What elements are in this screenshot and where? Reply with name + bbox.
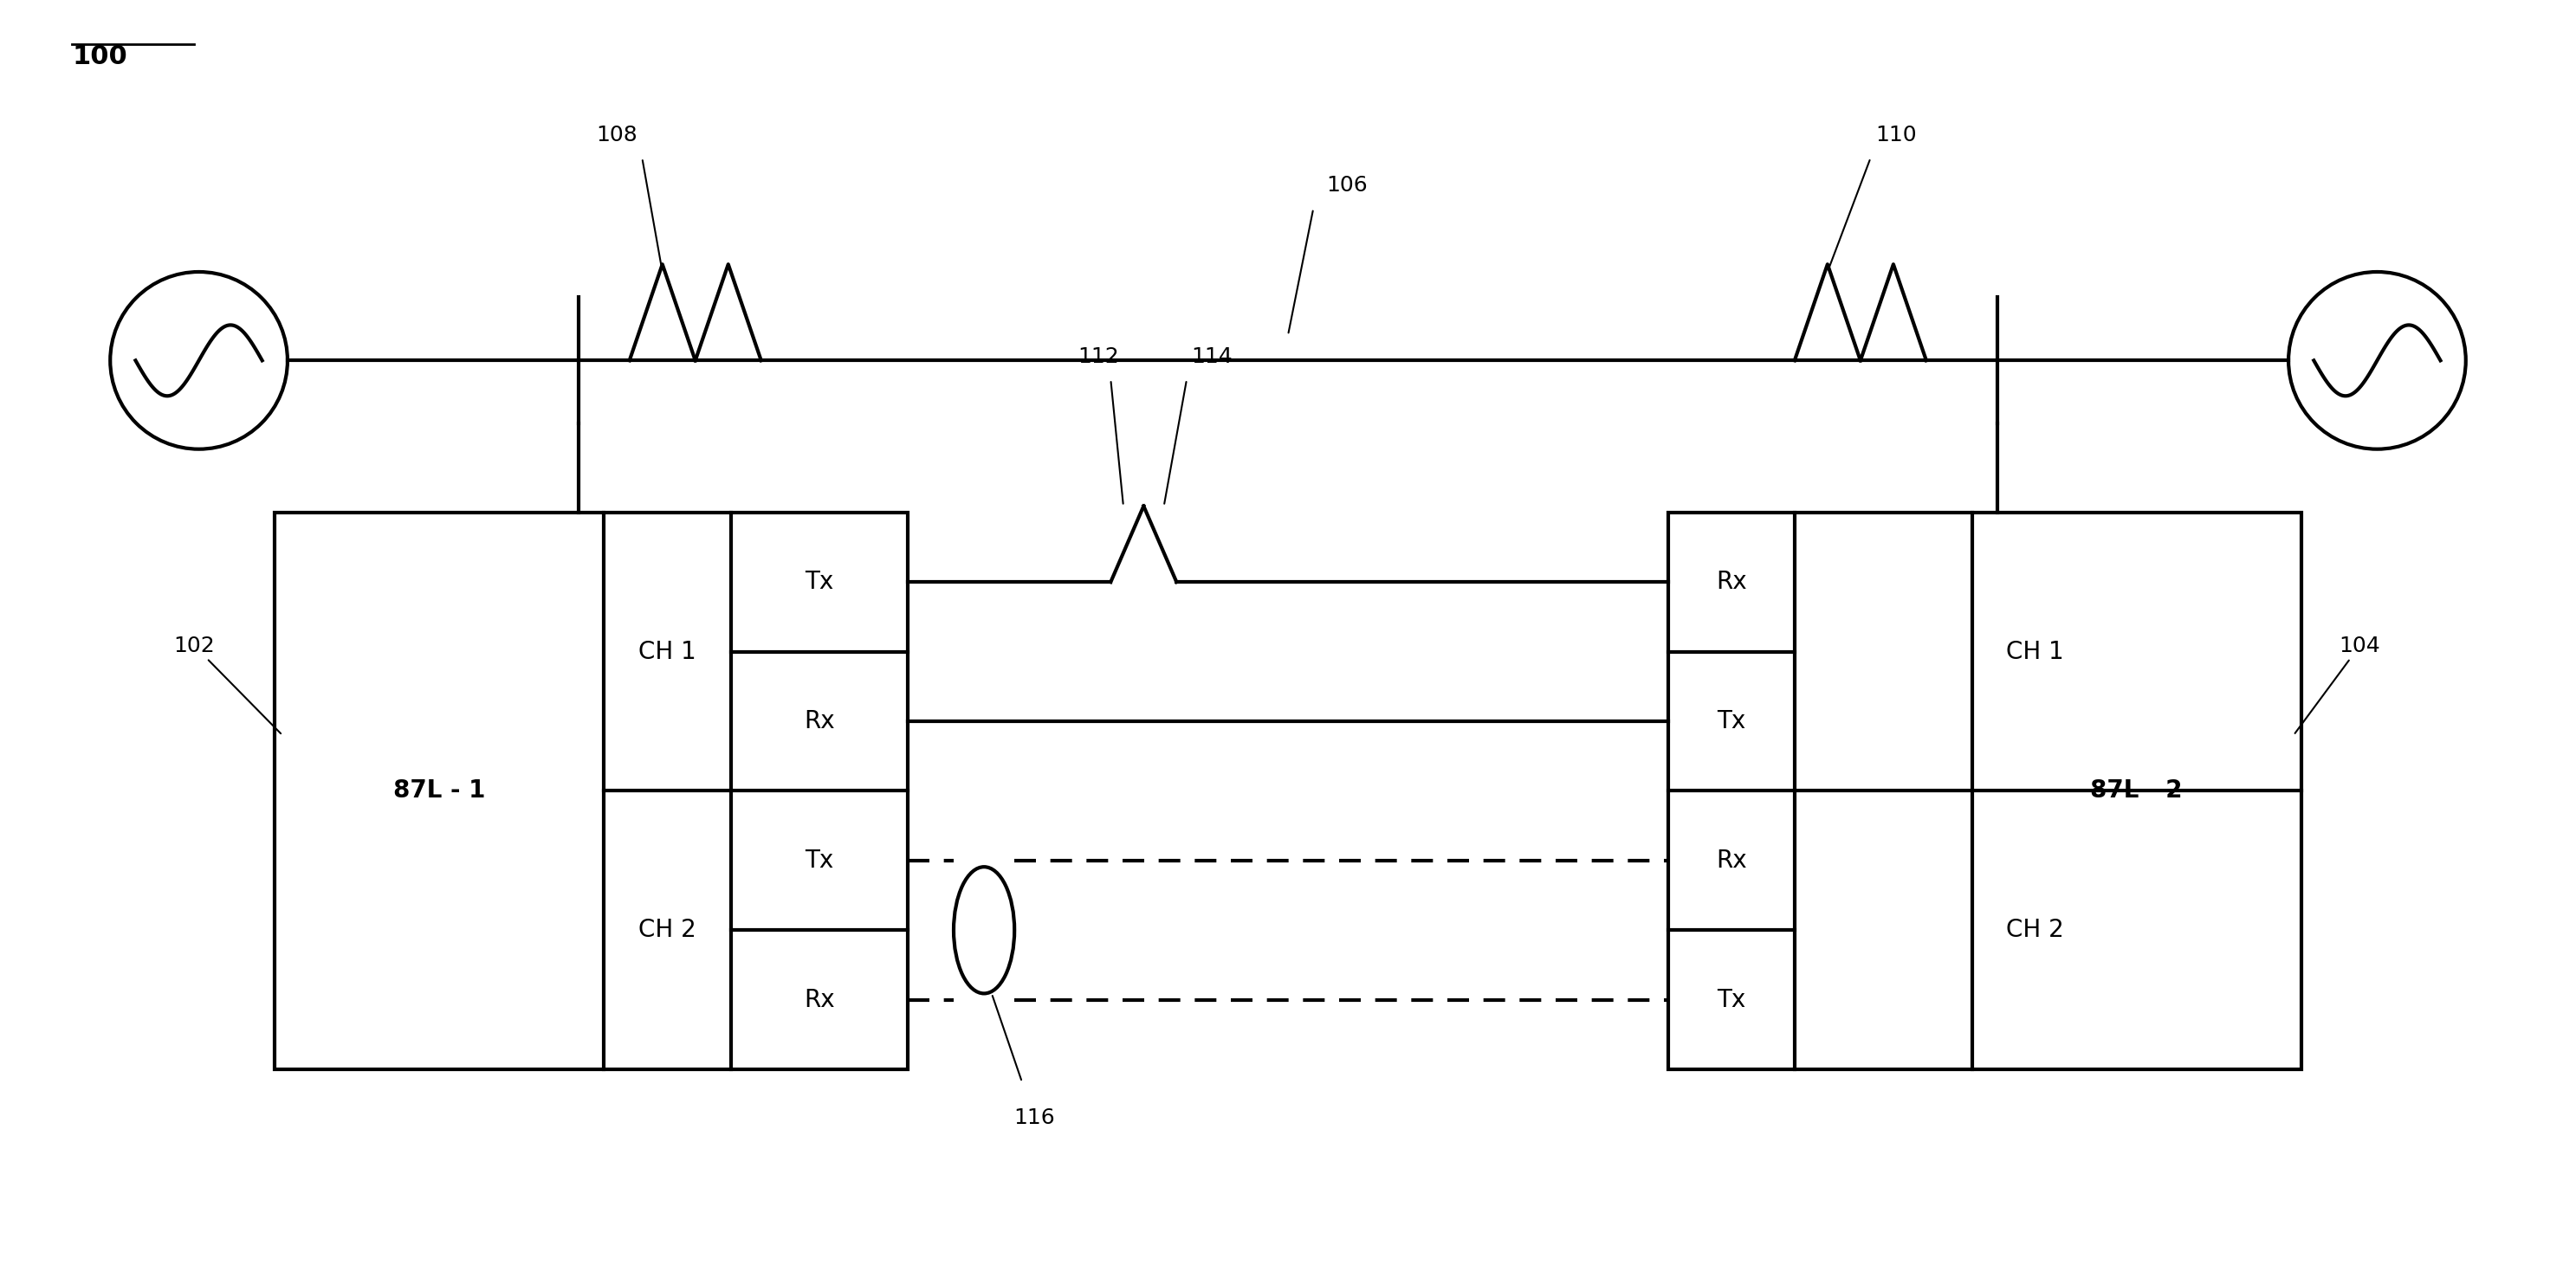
Text: CH 2: CH 2: [639, 918, 696, 942]
Text: 112: 112: [1077, 346, 1118, 367]
Text: Tx: Tx: [806, 570, 835, 594]
Text: 110: 110: [1875, 124, 1917, 146]
Text: Rx: Rx: [1716, 849, 1747, 873]
Text: Rx: Rx: [1716, 570, 1747, 594]
Text: 87L - 2: 87L - 2: [2089, 778, 2182, 803]
Bar: [276, 512, 909, 1070]
Text: Tx: Tx: [806, 849, 835, 873]
Text: 104: 104: [2295, 635, 2380, 734]
Text: Rx: Rx: [804, 709, 835, 734]
Bar: [1667, 512, 2300, 1070]
Text: CH 2: CH 2: [2007, 918, 2063, 942]
Text: 114: 114: [1190, 346, 1234, 367]
Text: Rx: Rx: [804, 988, 835, 1012]
Text: CH 1: CH 1: [639, 639, 696, 663]
Text: 108: 108: [595, 124, 636, 146]
Text: Tx: Tx: [1716, 709, 1747, 734]
Text: 106: 106: [1327, 175, 1368, 196]
Text: 116: 116: [1015, 1108, 1056, 1128]
Text: CH 1: CH 1: [2007, 639, 2063, 663]
Text: 87L - 1: 87L - 1: [394, 778, 484, 803]
Text: 100: 100: [72, 43, 126, 69]
Text: Tx: Tx: [1716, 988, 1747, 1012]
Text: 102: 102: [173, 635, 281, 734]
